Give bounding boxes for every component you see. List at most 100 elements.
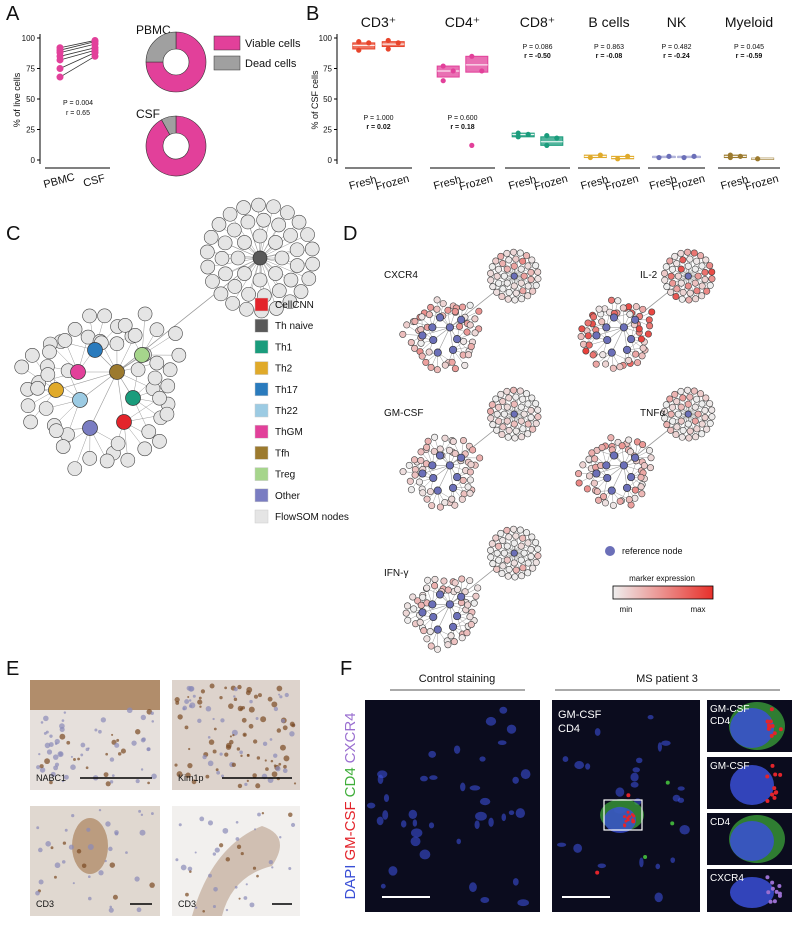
network-edge [259, 234, 308, 259]
network-edge [259, 257, 309, 279]
network-hub [457, 592, 466, 601]
network-node [82, 308, 97, 324]
box [540, 136, 564, 146]
point [469, 53, 475, 59]
network-node [532, 419, 540, 427]
cell [231, 762, 236, 767]
cell [174, 697, 180, 703]
cell [77, 757, 80, 761]
network-node [646, 464, 654, 472]
network-hub [435, 313, 445, 322]
network-node [588, 449, 596, 457]
cell [252, 739, 258, 744]
y-tick-label: 75 [26, 65, 35, 74]
cell [59, 733, 66, 740]
colorbar-tick: min [620, 605, 633, 614]
network-node [14, 359, 30, 375]
network-node [82, 451, 98, 466]
network-node [291, 214, 307, 230]
network-node [517, 403, 525, 411]
network-node [492, 534, 500, 542]
network-node [495, 403, 503, 411]
cell [288, 812, 293, 817]
network-node [517, 265, 525, 273]
network-node [465, 351, 473, 359]
cell [131, 740, 137, 746]
cell [234, 885, 238, 889]
cell [279, 744, 286, 751]
network-node [698, 420, 706, 428]
inset-dot [770, 723, 775, 728]
cell [256, 874, 259, 878]
cell [198, 696, 202, 700]
network-node [685, 296, 693, 304]
network-node [458, 634, 466, 642]
network-edge [514, 553, 522, 576]
nucleus [661, 740, 671, 746]
network-node [499, 562, 507, 570]
x-tick-label: Frozen [604, 173, 640, 193]
network-node [444, 306, 452, 314]
legend-label: FlowSOM nodes [275, 512, 349, 523]
network-node [691, 403, 699, 411]
cell [141, 737, 146, 742]
cell [188, 747, 191, 751]
colorbar [612, 585, 714, 600]
network-node [431, 582, 439, 590]
network-node [471, 329, 479, 337]
nucleus [412, 819, 418, 827]
pair-line [59, 43, 96, 54]
network-node [120, 452, 136, 468]
cell [289, 731, 295, 737]
donut-title: PBMC [136, 23, 171, 37]
network-edge [514, 403, 536, 415]
nucleus [501, 813, 507, 822]
network-node [280, 205, 295, 220]
cell [151, 720, 155, 723]
network-node [602, 360, 610, 368]
network-node [532, 539, 540, 547]
y-tick-label: 75 [323, 65, 332, 74]
legend-swatch [254, 424, 269, 439]
network-node [57, 333, 73, 348]
network-node [517, 542, 525, 550]
network-node [474, 584, 482, 592]
network-node [505, 394, 513, 402]
network-node [451, 450, 459, 458]
network-node [638, 352, 646, 360]
cell [80, 742, 86, 748]
cell [212, 904, 216, 909]
network-node [512, 427, 520, 435]
signal [626, 793, 631, 798]
legend-swatch [254, 382, 269, 397]
point [544, 142, 550, 148]
panel-label: E [6, 658, 19, 680]
inset-nucleus [730, 708, 774, 748]
network-node [518, 572, 526, 580]
network-node [464, 601, 472, 609]
annotation: r = -0.24 [663, 53, 690, 60]
network-hub [453, 473, 462, 482]
network-node [470, 599, 478, 607]
network-node [678, 295, 686, 303]
cell [254, 828, 257, 831]
network-node [252, 228, 268, 244]
network-node [673, 423, 681, 431]
cell [134, 876, 140, 882]
network-hub [684, 410, 692, 418]
network-hub [619, 323, 628, 332]
network-node [527, 406, 535, 414]
network-edge [259, 206, 274, 259]
cell [249, 902, 255, 908]
pair-line [59, 49, 96, 61]
network-node [706, 281, 714, 289]
network-node [637, 483, 645, 491]
network-node [520, 549, 528, 557]
network-node [586, 472, 594, 480]
network-node [673, 398, 681, 406]
network-node [505, 565, 513, 573]
annotation: r = -0.59 [736, 53, 763, 60]
network-hub [510, 410, 518, 418]
cell [219, 843, 224, 848]
network-node [410, 605, 418, 613]
